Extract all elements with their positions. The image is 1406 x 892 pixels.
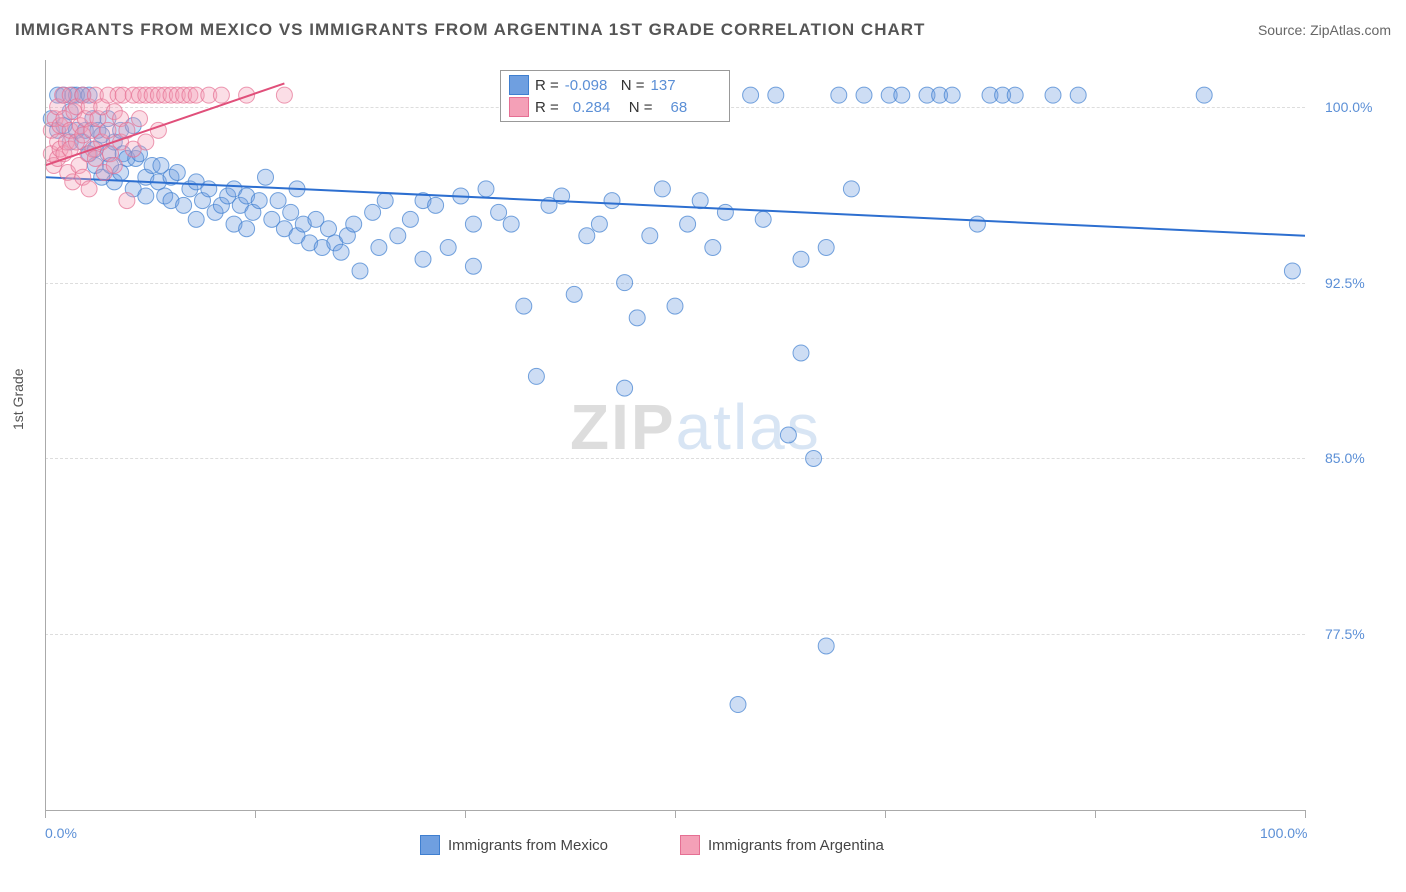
stats-legend-row: R = 0.284 N = 68: [509, 97, 721, 117]
legend-label-mexico: Immigrants from Mexico: [448, 837, 608, 854]
y-axis-label: 1st Grade: [10, 369, 26, 430]
y-tick-label: 85.0%: [1325, 450, 1365, 466]
bottom-legend-argentina: Immigrants from Argentina: [680, 835, 884, 855]
x-tick: [885, 810, 886, 818]
legend-swatch-argentina: [509, 97, 529, 117]
x-tick: [45, 810, 46, 818]
y-tick-label: 100.0%: [1325, 99, 1372, 115]
y-tick-label: 92.5%: [1325, 275, 1365, 291]
legend-swatch-mexico: [420, 835, 440, 855]
stats-legend: R = -0.098 N = 137 R = 0.284 N = 68: [500, 70, 730, 122]
x-tick: [675, 810, 676, 818]
chart-title: IMMIGRANTS FROM MEXICO VS IMMIGRANTS FRO…: [15, 20, 925, 40]
r-value-mexico: -0.098: [565, 77, 615, 94]
n-label: N =: [621, 77, 645, 94]
bottom-legend-mexico: Immigrants from Mexico: [420, 835, 608, 855]
legend-swatch-mexico: [509, 75, 529, 95]
y-tick-label: 77.5%: [1325, 626, 1365, 642]
x-tick: [255, 810, 256, 818]
x-tick: [1305, 810, 1306, 818]
chart-frame: [45, 60, 1306, 811]
r-label: R =: [535, 77, 559, 94]
r-value-argentina: 0.284: [565, 99, 623, 116]
legend-swatch-argentina: [680, 835, 700, 855]
x-tick: [1095, 810, 1096, 818]
r-label: R =: [535, 99, 559, 116]
n-label: N =: [629, 99, 653, 116]
stats-legend-row: R = -0.098 N = 137: [509, 75, 721, 95]
n-value-mexico: 137: [651, 77, 701, 94]
x-tick-label: 100.0%: [1260, 825, 1307, 841]
legend-label-argentina: Immigrants from Argentina: [708, 837, 884, 854]
source-label: Source: ZipAtlas.com: [1258, 22, 1391, 38]
x-tick-label: 0.0%: [45, 825, 77, 841]
x-tick: [465, 810, 466, 818]
n-value-argentina: 68: [659, 99, 721, 116]
